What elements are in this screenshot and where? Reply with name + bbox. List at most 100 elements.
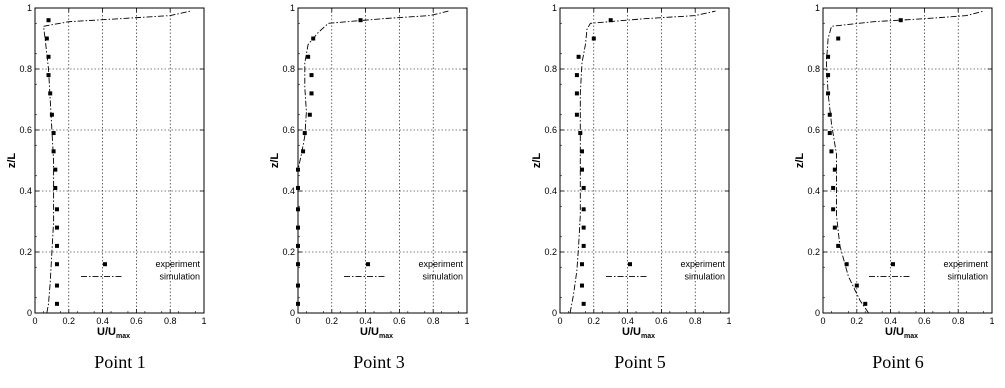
legend-experiment-marker xyxy=(366,262,370,267)
simulation-line xyxy=(42,10,191,314)
experiment-marker xyxy=(51,131,56,136)
x-tick-label: 0.8 xyxy=(952,316,965,326)
y-tick-label: 0.4 xyxy=(807,186,820,196)
x-tick-label: 0.6 xyxy=(393,316,406,326)
experiment-marker xyxy=(826,54,831,59)
y-tick-label: 0.8 xyxy=(807,64,820,74)
caption-point-1: Point 1 xyxy=(94,352,146,372)
caption-point-3: Point 3 xyxy=(353,352,405,372)
experiment-marker xyxy=(46,18,51,23)
experiment-marker xyxy=(46,54,51,59)
x-tick-label: 0.2 xyxy=(851,316,864,326)
chart-panel-4: 0 0.2 0.4 0.6 0.8 1 0 0.2 0.4 0.6 0.8 1 U/Umax z/L exp… xyxy=(794,3,995,340)
x-tick-label: 0.4 xyxy=(359,316,372,326)
x-axis-label-subscript: max xyxy=(641,333,655,340)
y-tick-label: 1 xyxy=(27,3,32,13)
plot-frame xyxy=(559,7,730,314)
x-axis-label: U/Umax xyxy=(885,326,918,340)
x-tick-label: 0 xyxy=(295,316,300,326)
experiment-marker xyxy=(296,185,300,190)
experiment-marker xyxy=(827,112,832,117)
experiment-marker xyxy=(844,262,849,267)
x-axis-label-subscript: max xyxy=(904,333,918,340)
legend-experiment-marker xyxy=(891,262,895,267)
legend-experiment-label: experiment xyxy=(155,259,200,269)
caption-point-5: Point 5 xyxy=(614,352,666,372)
legend-experiment-marker xyxy=(628,262,632,267)
experiment-marker xyxy=(898,18,903,23)
x-tick-label: 0 xyxy=(32,316,37,326)
x-axis-label-subscript: max xyxy=(116,333,130,340)
x-tick-label: 0.2 xyxy=(588,316,601,326)
plot-frame xyxy=(297,7,468,314)
y-axis-label: z/L xyxy=(6,153,18,169)
experiment-marker xyxy=(301,149,306,154)
experiment-marker xyxy=(49,112,54,117)
experiment-marker xyxy=(581,185,586,190)
experiment-marker xyxy=(307,112,312,117)
x-tick-label: 1 xyxy=(989,316,994,326)
experiment-marker xyxy=(831,207,836,212)
experiment-marker xyxy=(44,36,49,41)
x-tick-label: 0.4 xyxy=(621,316,634,326)
experiment-marker xyxy=(574,73,579,78)
simulation-line xyxy=(569,10,716,314)
experiment-marker xyxy=(579,283,584,288)
experiment-marker xyxy=(574,112,579,117)
y-tick-label: 0 xyxy=(815,308,820,318)
legend-simulation-label: simulation xyxy=(684,271,725,281)
x-tick-label: 0.8 xyxy=(427,316,440,326)
x-axis-label: U/Umax xyxy=(360,326,393,340)
y-tick-label: 0.2 xyxy=(807,247,820,257)
experiment-marker xyxy=(579,167,584,172)
x-tick-label: 0.6 xyxy=(918,316,931,326)
experiment-marker xyxy=(581,243,586,248)
experiment-marker xyxy=(296,243,300,248)
y-tick-label: 0.8 xyxy=(282,64,295,74)
experiment-marker xyxy=(826,73,831,78)
x-tick-label: 0.6 xyxy=(130,316,143,326)
caption-point-6: Point 6 xyxy=(872,352,924,372)
x-tick-label: 1 xyxy=(464,316,469,326)
plot-frame xyxy=(34,7,205,314)
experiment-marker xyxy=(51,149,56,154)
y-tick-label: 0.4 xyxy=(544,186,557,196)
plot-frame xyxy=(822,7,993,314)
legend-simulation-label: simulation xyxy=(159,271,200,281)
experiment-marker xyxy=(306,54,311,59)
legend-experiment-label: experiment xyxy=(943,259,988,269)
experiment-marker xyxy=(576,54,581,59)
experiment-marker xyxy=(836,36,841,41)
y-axis-label: z/L xyxy=(531,153,543,169)
experiment-marker xyxy=(53,167,58,172)
legend-experiment-label: experiment xyxy=(418,259,463,269)
experiment-marker xyxy=(829,149,834,154)
y-tick-label: 0.2 xyxy=(544,247,557,257)
experiment-marker xyxy=(579,149,584,154)
experiment-marker xyxy=(309,73,314,78)
experiment-marker xyxy=(591,36,596,41)
y-tick-label: 0.2 xyxy=(19,247,32,257)
experiment-marker xyxy=(832,167,837,172)
y-tick-label: 0.8 xyxy=(544,64,557,74)
experiment-marker xyxy=(309,91,314,96)
simulation-line xyxy=(825,10,984,314)
y-tick-label: 0.6 xyxy=(544,125,557,135)
x-tick-label: 0.8 xyxy=(689,316,702,326)
simulation-line xyxy=(297,10,449,313)
y-tick-label: 0.6 xyxy=(282,125,295,135)
x-axis-label-subscript: max xyxy=(379,333,393,340)
y-tick-label: 0.8 xyxy=(19,64,32,74)
y-axis-label: z/L xyxy=(269,153,281,169)
experiment-marker xyxy=(579,262,584,267)
y-tick-label: 0.6 xyxy=(807,125,820,135)
y-tick-label: 0.4 xyxy=(19,186,32,196)
y-tick-label: 1 xyxy=(290,3,295,13)
experiment-marker xyxy=(863,301,868,306)
legend-experiment-marker xyxy=(103,262,107,267)
experiment-marker xyxy=(581,225,586,230)
chart-panel-1: 0 0.2 0.4 0.6 0.8 1 0 0.2 0.4 0.6 0.8 1 U/Umax z/L exp… xyxy=(6,3,207,340)
experiment-marker xyxy=(54,225,59,230)
